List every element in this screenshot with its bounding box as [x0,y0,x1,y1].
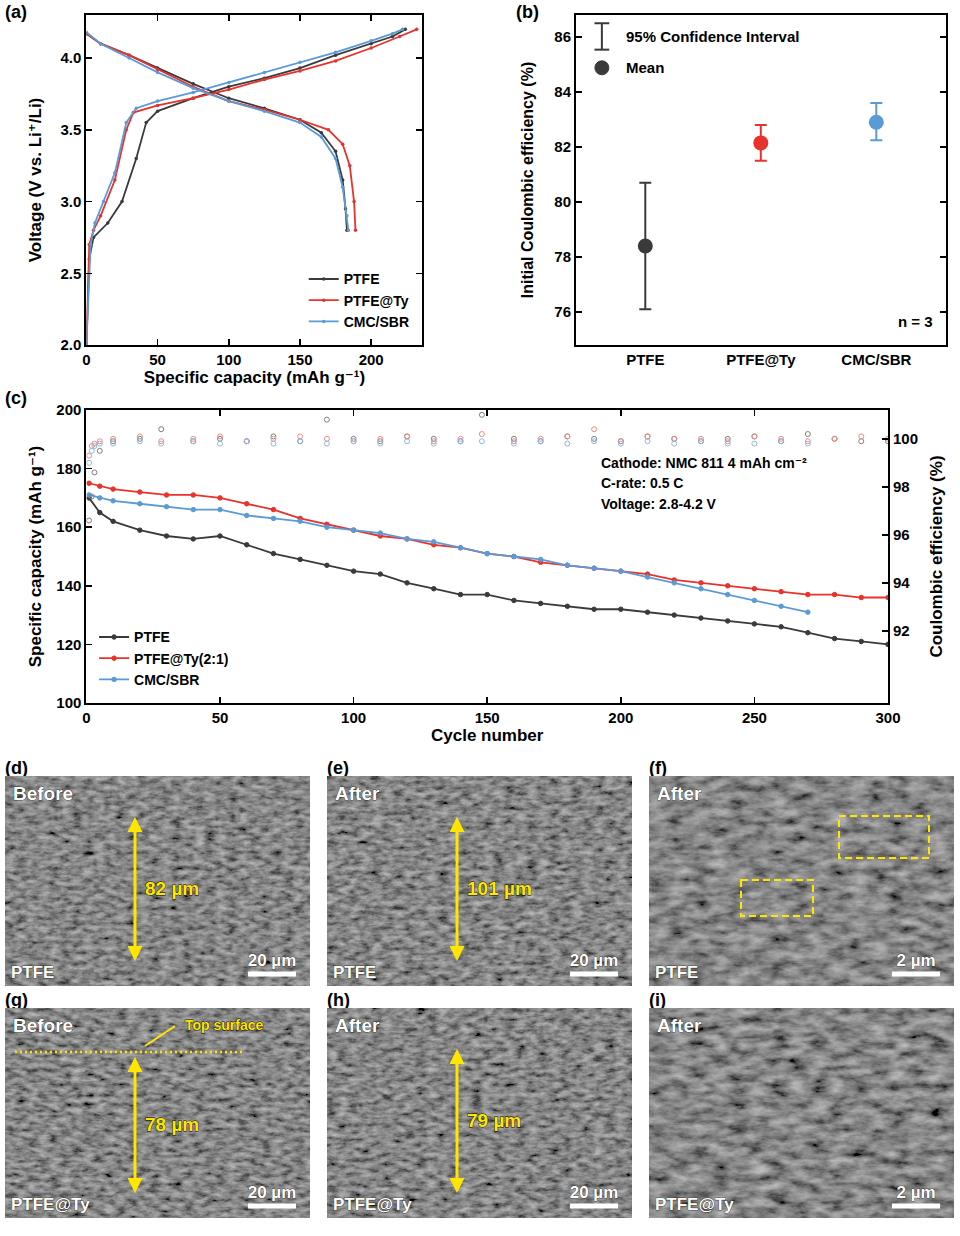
svg-text:2.5: 2.5 [61,265,82,282]
svg-text:Top surface: Top surface [185,1017,264,1033]
svg-text:82: 82 [554,138,571,155]
svg-text:(c): (c) [5,388,27,408]
html-text:(h): (h) [327,990,350,1010]
svg-text:PTFE@Ty: PTFE@Ty [344,293,409,309]
svg-text:180: 180 [56,460,81,477]
svg-text:n = 3: n = 3 [898,313,933,330]
svg-text:After: After [657,783,702,804]
html-text:(e): (e) [327,758,349,778]
svg-text:PTFE@Ty: PTFE@Ty [655,1195,734,1214]
svg-text:250: 250 [742,709,767,726]
svg-text:PTFE: PTFE [134,629,170,645]
svg-text:PTFE: PTFE [11,963,54,982]
html-text:(d): (d) [5,758,28,778]
svg-text:2 µm: 2 µm [896,951,935,970]
svg-text:82 µm: 82 µm [145,878,199,899]
svg-text:300: 300 [875,709,900,726]
svg-text:4.0: 4.0 [61,49,82,66]
svg-text:Voltage: 2.8-4.2 V: Voltage: 2.8-4.2 V [601,496,717,512]
svg-text:3.0: 3.0 [61,193,82,210]
svg-text:2 µm: 2 µm [896,1183,935,1202]
svg-text:80: 80 [554,193,571,210]
svg-text:20 µm: 20 µm [248,1183,297,1202]
svg-text:Coulombic efficiency (%): Coulombic efficiency (%) [927,455,946,657]
svg-text:100: 100 [216,351,241,368]
svg-text:Before: Before [13,783,73,804]
svg-text:20 µm: 20 µm [570,951,619,970]
svg-text:Specific capacity (mAh g⁻¹): Specific capacity (mAh g⁻¹) [144,368,366,387]
svg-text:PTFE: PTFE [333,963,376,982]
svg-text:76: 76 [554,303,571,320]
svg-text:Specific capacity (mAh g⁻¹): Specific capacity (mAh g⁻¹) [26,446,45,668]
svg-text:150: 150 [475,709,500,726]
svg-text:78 µm: 78 µm [145,1114,199,1135]
svg-text:Initial Coulombic efficiency (: Initial Coulombic efficiency (%) [519,62,536,298]
html-text:(g): (g) [5,990,28,1010]
svg-text:160: 160 [56,518,81,535]
svg-text:100: 100 [56,694,81,711]
svg-text:200: 200 [56,401,81,418]
svg-text:PTFE@Ty(2:1): PTFE@Ty(2:1) [134,651,228,667]
svg-text:After: After [335,783,380,804]
svg-text:94: 94 [893,574,910,591]
svg-text:CMC/SBR: CMC/SBR [841,351,911,368]
svg-text:PTFE@Ty: PTFE@Ty [11,1195,90,1214]
svg-text:(a): (a) [5,2,27,22]
svg-text:86: 86 [554,28,571,45]
svg-text:PTFE: PTFE [655,963,698,982]
svg-text:200: 200 [359,351,384,368]
svg-text:PTFE: PTFE [626,351,664,368]
svg-text:PTFE@Ty: PTFE@Ty [726,351,796,368]
svg-text:3.5: 3.5 [61,121,82,138]
svg-text:CMC/SBR: CMC/SBR [134,672,199,688]
svg-text:(b): (b) [516,2,539,22]
svg-text:98: 98 [893,478,910,495]
svg-text:92: 92 [893,622,910,639]
svg-text:Before: Before [13,1015,73,1036]
svg-text:140: 140 [56,577,81,594]
svg-text:2.0: 2.0 [61,336,82,353]
svg-text:78: 78 [554,248,571,265]
svg-text:After: After [335,1015,380,1036]
svg-text:50: 50 [149,351,166,368]
svg-text:101 µm: 101 µm [467,878,532,899]
html-text:(i): (i) [649,990,666,1010]
svg-text:Cycle number: Cycle number [431,726,544,745]
svg-text:After: After [657,1015,702,1036]
svg-text:120: 120 [56,636,81,653]
svg-text:0: 0 [82,709,90,726]
svg-text:20 µm: 20 µm [570,1183,619,1202]
svg-text:95% Confidence Interval: 95% Confidence Interval [626,28,799,45]
svg-text:Cathode: NMC 811 4 mAh cm⁻²: Cathode: NMC 811 4 mAh cm⁻² [601,455,807,471]
svg-text:PTFE@Ty: PTFE@Ty [333,1195,412,1214]
svg-text:200: 200 [608,709,633,726]
svg-text:100: 100 [341,709,366,726]
svg-text:50: 50 [212,709,229,726]
svg-text:Mean: Mean [626,59,664,76]
svg-text:96: 96 [893,526,910,543]
svg-text:0: 0 [82,351,90,368]
svg-text:CMC/SBR: CMC/SBR [344,314,409,330]
html-text:(f): (f) [649,758,667,778]
svg-text:20 µm: 20 µm [248,951,297,970]
svg-text:79 µm: 79 µm [467,1110,521,1131]
svg-text:150: 150 [287,351,312,368]
svg-text:84: 84 [554,83,571,100]
svg-text:C-rate: 0.5 C: C-rate: 0.5 C [601,475,683,491]
svg-text:PTFE: PTFE [344,271,380,287]
svg-text:100: 100 [893,430,918,447]
svg-text:Voltage (V vs. Li⁺/Li): Voltage (V vs. Li⁺/Li) [26,98,45,263]
